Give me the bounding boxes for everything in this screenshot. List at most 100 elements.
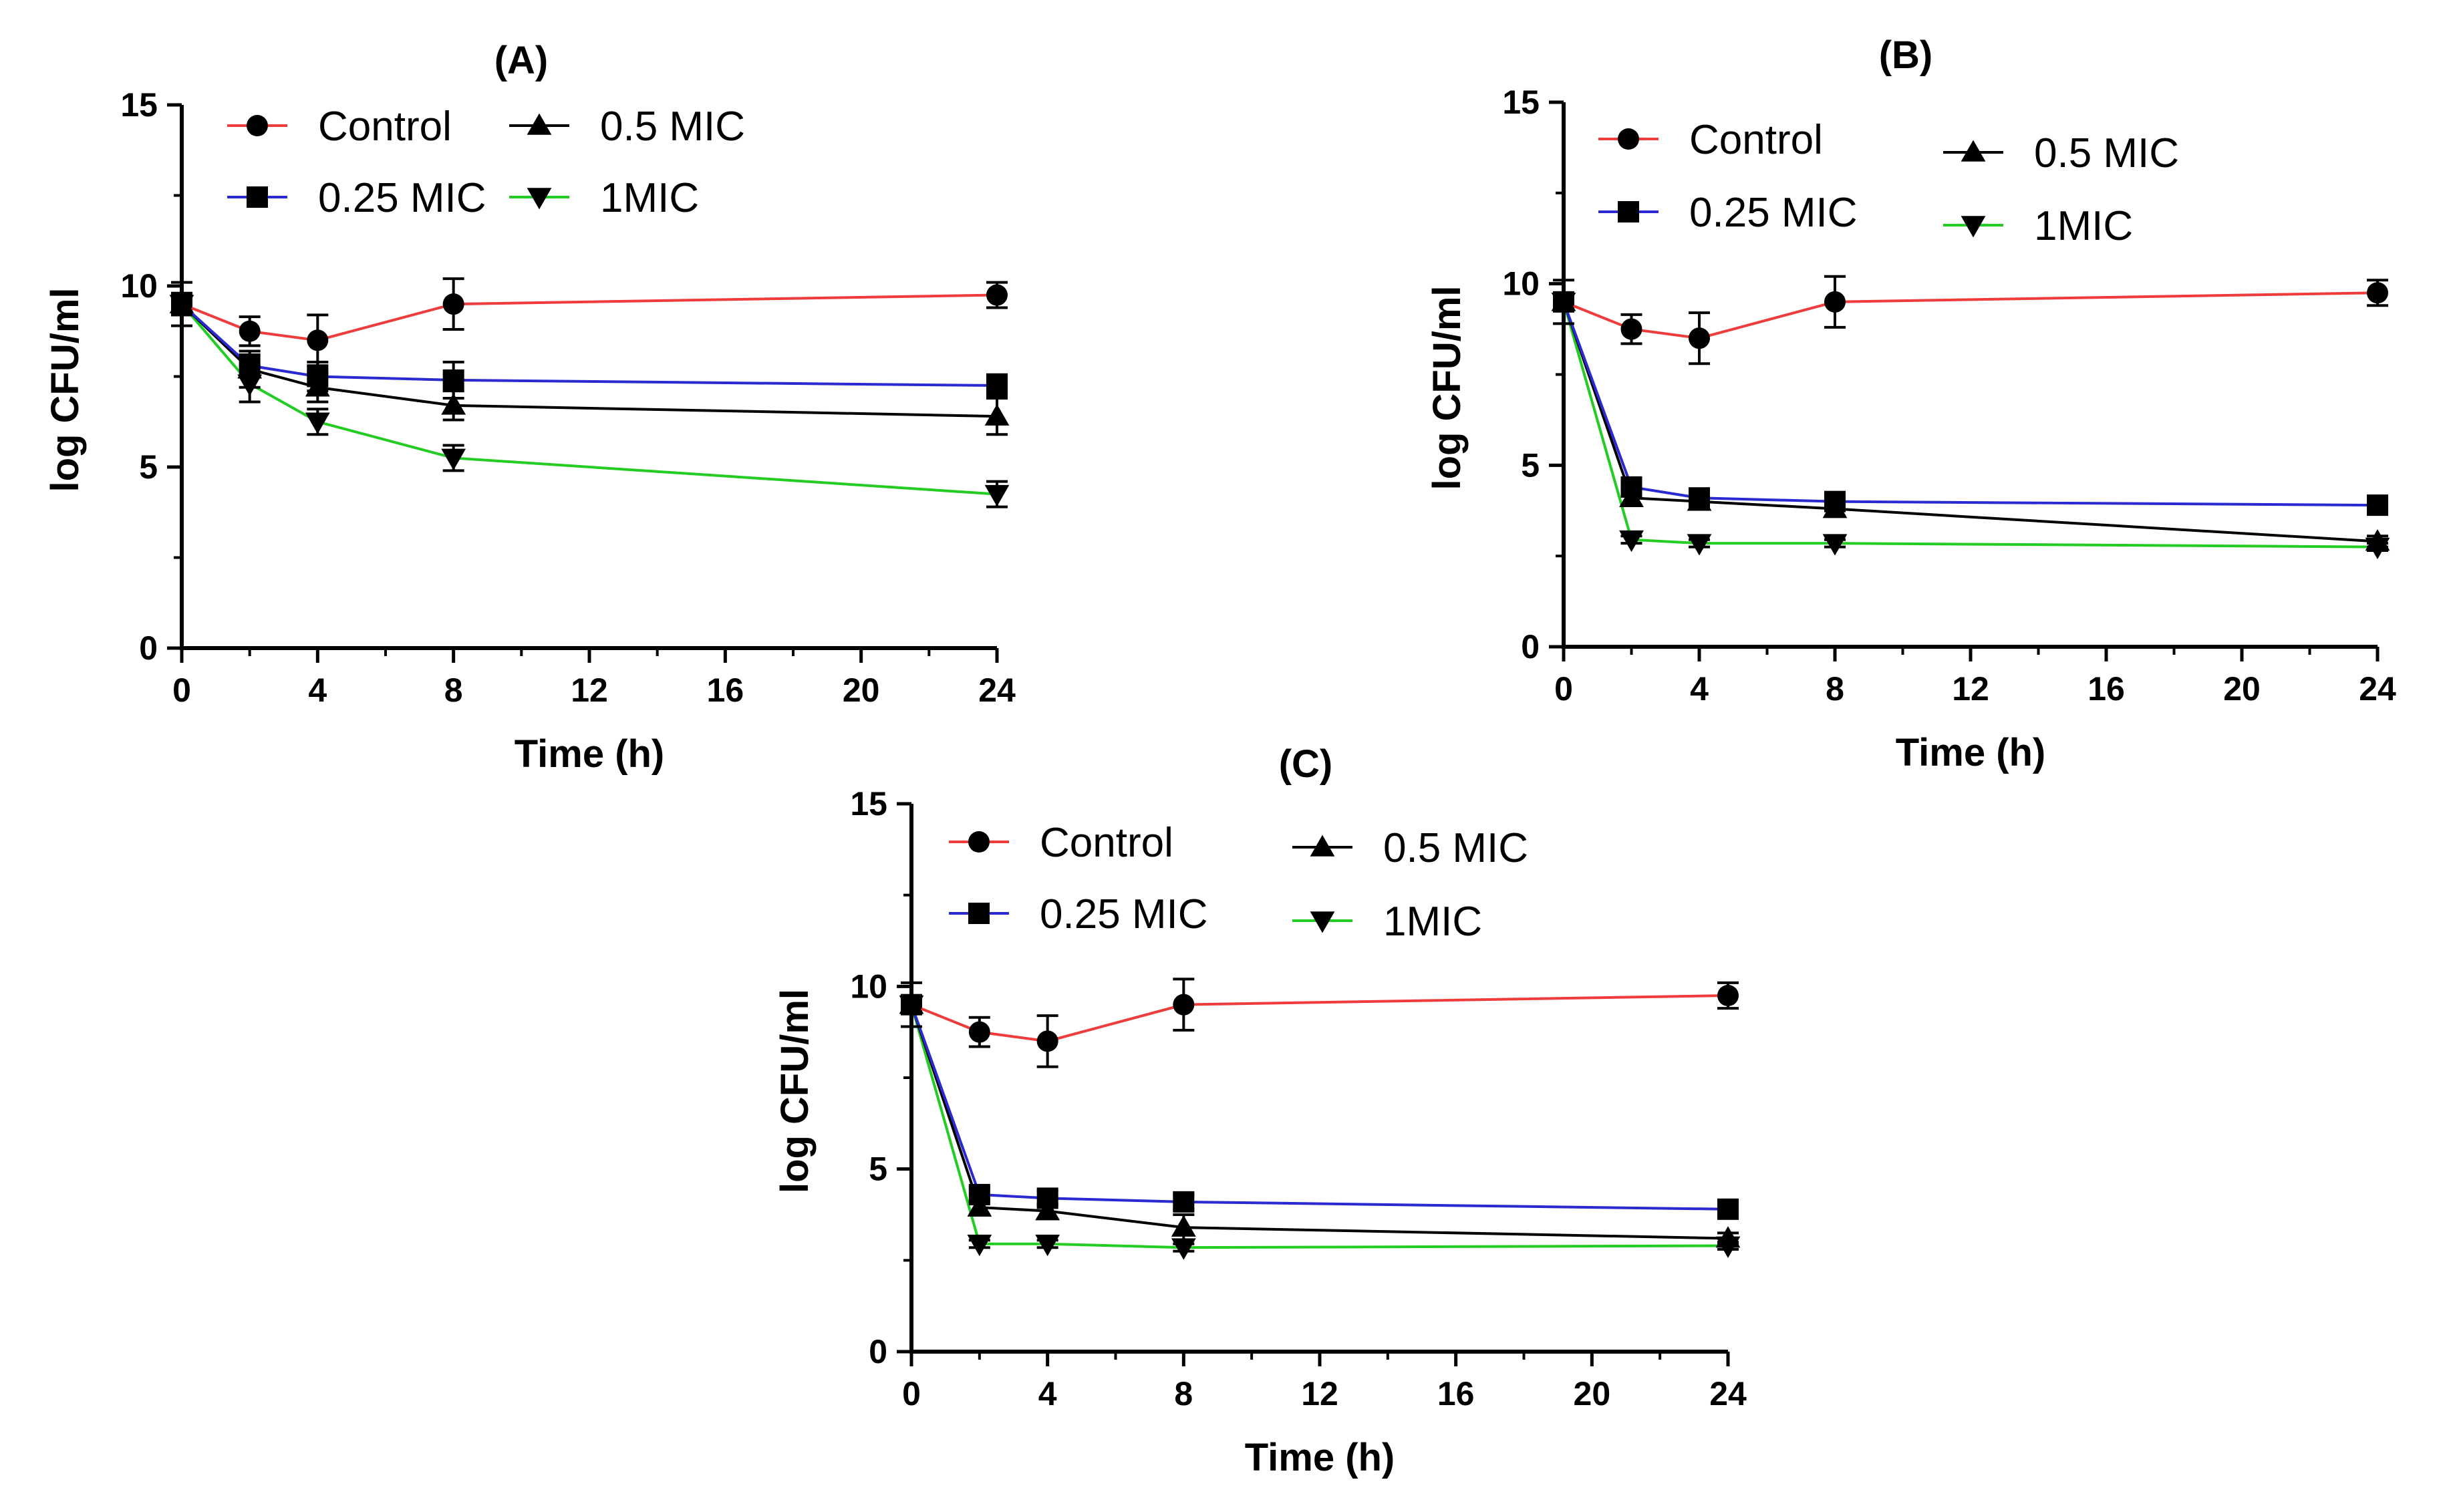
x-tick-label: 20 <box>1574 1375 1611 1412</box>
data-point <box>1173 1191 1195 1213</box>
y-tick-label: 15 <box>1502 84 1540 121</box>
legend-entry: 0.25 MIC <box>949 891 1208 937</box>
series-line <box>1562 301 2378 507</box>
data-point <box>442 293 464 315</box>
data-point <box>968 1183 990 1205</box>
x-tick-label: 4 <box>1690 670 1709 708</box>
data-point <box>1824 490 1846 512</box>
legend-label: 1MIC <box>2034 203 2133 249</box>
legend-marker <box>1961 216 1986 238</box>
data-point <box>1620 476 1642 498</box>
data-point <box>1171 1238 1196 1260</box>
legend-entry: 0.5 MIC <box>509 104 745 150</box>
panel-title: (C) <box>1279 742 1333 786</box>
legend-entry: 0.5 MIC <box>1943 130 2179 176</box>
legend-label: 0.25 MIC <box>1040 891 1208 937</box>
series-0-5-mic <box>1551 289 2390 551</box>
data-point <box>441 448 466 470</box>
x-tick-label: 8 <box>444 671 463 709</box>
legend-label: 0.25 MIC <box>318 175 486 221</box>
data-point <box>1553 291 1574 313</box>
legend-label: 0.5 MIC <box>600 104 745 150</box>
x-axis-label: Time (h) <box>1896 731 2046 774</box>
data-point <box>901 994 922 1016</box>
data-point <box>967 1234 992 1257</box>
series-0-25-mic <box>1553 291 2388 516</box>
data-point <box>968 1021 990 1043</box>
y-tick-label: 0 <box>869 1333 887 1370</box>
legend-label: 0.25 MIC <box>1689 190 1858 236</box>
legend-marker <box>1310 911 1335 933</box>
x-tick-label: 20 <box>2223 670 2261 708</box>
series-control <box>1553 275 2388 365</box>
x-tick-label: 4 <box>308 671 327 709</box>
data-point <box>442 369 464 391</box>
y-tick-label: 10 <box>1502 265 1540 303</box>
series-line <box>911 994 1729 1043</box>
series-control <box>901 977 1739 1068</box>
y-axis-label: log CFU/ml <box>773 989 817 1193</box>
data-point <box>1689 487 1710 509</box>
x-tick-label: 8 <box>1174 1375 1193 1412</box>
series-line <box>180 303 998 418</box>
legend-marker <box>1310 835 1335 857</box>
legend-entry: Control <box>949 820 1173 866</box>
y-axis-label: log CFU/ml <box>1425 285 1469 490</box>
y-axis-label: log CFU/ml <box>43 287 87 492</box>
legend-entry: 1MIC <box>1292 899 1482 945</box>
panel-title: (B) <box>1879 33 1933 77</box>
legend-entry: Control <box>227 104 452 150</box>
data-point <box>239 320 261 342</box>
legend-marker <box>1961 140 1986 162</box>
legend-label: 0.5 MIC <box>1383 825 1528 871</box>
series-line <box>181 293 998 342</box>
data-point <box>307 365 329 388</box>
data-point <box>2367 494 2388 516</box>
data-point <box>1619 530 1644 553</box>
data-point <box>305 412 330 434</box>
data-point <box>1717 985 1739 1006</box>
series-0-25-mic <box>901 994 1739 1220</box>
series-line <box>1562 301 2378 549</box>
legend-marker <box>968 903 990 924</box>
x-tick-label: 24 <box>2359 670 2396 708</box>
x-tick-label: 12 <box>571 671 608 709</box>
data-point <box>1717 1198 1739 1220</box>
y-tick-label: 5 <box>139 448 158 486</box>
legend-entry: 1MIC <box>509 175 699 221</box>
y-tick-label: 15 <box>120 86 158 124</box>
legend-marker <box>527 113 552 135</box>
legend-label: Control <box>1689 117 1823 163</box>
x-tick-label: 24 <box>1709 1375 1747 1412</box>
data-point <box>986 375 1008 397</box>
data-point <box>1687 534 1712 556</box>
data-point <box>1620 318 1642 340</box>
series-line <box>910 1004 1729 1211</box>
data-point <box>1171 1215 1196 1237</box>
y-tick-label: 10 <box>120 267 158 305</box>
series-1mic <box>1551 293 2390 559</box>
data-point <box>1036 1187 1058 1209</box>
y-tick-label: 10 <box>850 967 887 1005</box>
chart-panel-c: (C) 0 5 10 15 0 4 8 12 16 20 24 Time (h) log CFU/ml Co… <box>773 742 1747 1479</box>
y-tick-label: 0 <box>1521 628 1540 665</box>
data-point <box>2365 529 2390 551</box>
legend-label: 0.5 MIC <box>2034 130 2179 176</box>
series-0-5-mic <box>899 992 1741 1248</box>
data-point <box>2367 282 2388 304</box>
series-control <box>171 277 1008 367</box>
data-point <box>1036 1030 1058 1052</box>
data-point <box>171 293 192 315</box>
data-point <box>239 355 261 377</box>
legend-label: 1MIC <box>600 175 699 221</box>
x-tick-label: 0 <box>172 671 191 709</box>
x-tick-label: 24 <box>978 671 1016 709</box>
x-tick-label: 8 <box>1826 670 1844 708</box>
data-point <box>307 329 329 351</box>
legend-entry: 0.25 MIC <box>1598 190 1858 236</box>
legend-entry: 0.5 MIC <box>1292 825 1528 871</box>
legend-marker <box>1618 128 1639 150</box>
x-tick-label: 16 <box>707 671 744 709</box>
legend-marker <box>527 188 552 210</box>
